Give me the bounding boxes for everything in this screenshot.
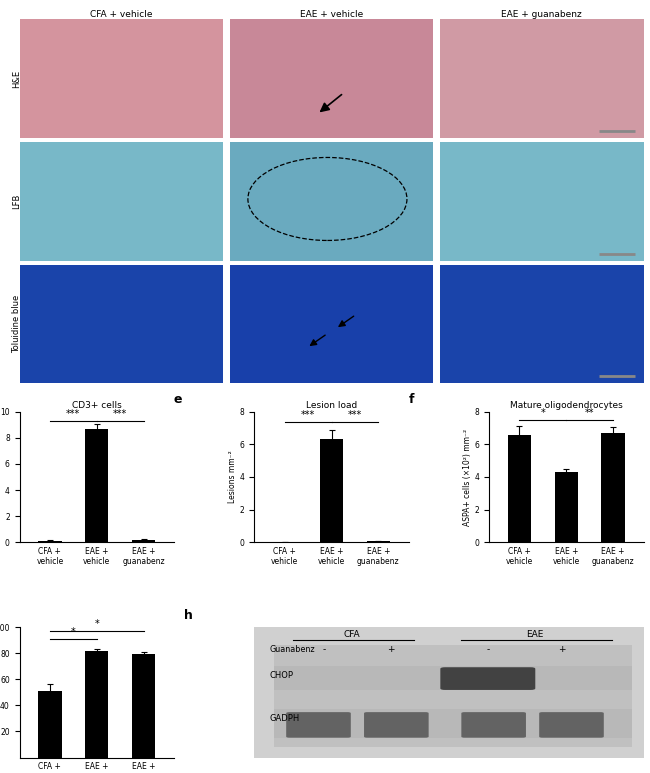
Bar [38,691,62,758]
Text: GADPH: GADPH [270,714,300,723]
FancyBboxPatch shape [286,712,351,737]
Text: +: + [558,645,566,654]
Text: *: * [541,408,545,418]
Y-axis label: Lesions mm⁻²: Lesions mm⁻² [228,451,237,503]
Text: -: - [322,645,326,654]
Bar [554,472,578,542]
Text: +: + [387,645,395,654]
Bar [508,434,531,542]
Title: Lesion load: Lesion load [306,400,357,410]
Bar [274,666,632,690]
Text: CFA: CFA [343,630,360,639]
FancyBboxPatch shape [440,667,536,690]
Text: f: f [409,393,414,407]
Bar [274,645,632,747]
Bar [85,651,109,758]
FancyBboxPatch shape [462,712,526,737]
Bar [38,541,62,542]
Text: ***: *** [113,409,127,419]
Text: Guanabenz: Guanabenz [270,645,315,654]
Y-axis label: Toluidine blue: Toluidine blue [12,295,21,353]
Bar [601,433,625,542]
Title: CD3+ cells: CD3+ cells [72,400,122,410]
Bar [274,710,632,738]
Title: EAE + guanabenz: EAE + guanabenz [501,9,582,19]
Y-axis label: H&E: H&E [12,70,21,87]
Bar [132,655,155,758]
Text: CHOP: CHOP [270,671,294,679]
Text: h: h [184,609,193,621]
Bar [367,541,390,542]
Text: e: e [174,393,183,407]
Text: *: * [94,619,99,629]
FancyBboxPatch shape [364,712,428,737]
Text: -: - [486,645,489,654]
Bar [320,440,343,542]
Text: ***: *** [348,410,362,420]
FancyBboxPatch shape [540,712,604,737]
Text: ***: *** [301,410,315,420]
Text: EAE: EAE [526,630,543,639]
Y-axis label: LFB: LFB [12,194,21,209]
Text: **: ** [585,408,594,418]
Text: *: * [71,627,75,637]
Bar [85,429,109,542]
Title: CFA + vehicle: CFA + vehicle [90,9,153,19]
Title: Mature oligodendrocytes: Mature oligodendrocytes [510,400,623,410]
Title: EAE + vehicle: EAE + vehicle [300,9,363,19]
Y-axis label: ASPA+ cells (×10²) mm⁻²: ASPA+ cells (×10²) mm⁻² [463,428,472,526]
Text: ***: *** [66,409,81,419]
Bar [132,540,155,542]
